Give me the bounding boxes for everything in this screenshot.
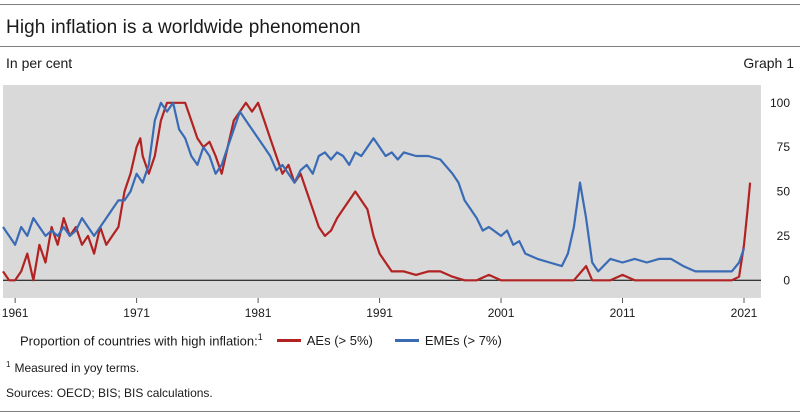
series-line-aes bbox=[2, 101, 752, 282]
x-tick-label: 1971 bbox=[123, 306, 150, 320]
y-tick-label: 0 bbox=[783, 273, 790, 287]
y-tick-label: 25 bbox=[777, 229, 791, 243]
bottom-rule bbox=[0, 411, 800, 412]
x-tick-label: 2001 bbox=[488, 306, 515, 320]
x-tick-label: 1991 bbox=[366, 306, 393, 320]
chart-title: High inflation is a worldwide phenomenon bbox=[6, 17, 361, 38]
legend-prefix: Proportion of countries with high inflat… bbox=[20, 332, 263, 349]
y-tick-label: 50 bbox=[777, 185, 791, 199]
y-tick-label: 100 bbox=[770, 96, 790, 110]
series-line-emes bbox=[2, 101, 746, 273]
legend-label-emes: EMEs (> 7%) bbox=[424, 332, 502, 348]
x-tick-label: 2011 bbox=[610, 306, 636, 320]
legend-item-emes: EMEs (> 7%) bbox=[394, 332, 502, 348]
footnote-text: Measured in yoy terms. bbox=[14, 361, 140, 375]
legend-swatch-emes bbox=[394, 338, 419, 342]
graph-number: Graph 1 bbox=[743, 55, 794, 71]
legend-label-aes: AEs (> 5%) bbox=[306, 332, 373, 348]
footnote-marker: 1 bbox=[6, 360, 11, 369]
footnote: 1 Measured in yoy terms. bbox=[6, 360, 139, 375]
sources: Sources: OECD; BIS; BIS calculations. bbox=[6, 386, 213, 400]
title-rule bbox=[0, 46, 800, 47]
legend-footnote-marker: 1 bbox=[257, 332, 263, 342]
x-tick-label: 2021 bbox=[731, 306, 758, 320]
x-tick-label: 1981 bbox=[245, 306, 272, 320]
plot-background bbox=[3, 85, 761, 298]
legend-item-aes: AEs (> 5%) bbox=[276, 332, 373, 348]
legend-swatch-aes bbox=[276, 338, 301, 342]
line-chart: 0 25 50 75 100 1961 1971 1981 1991 2001 2011 2021 bbox=[2, 85, 791, 320]
y-tick-label: 75 bbox=[777, 140, 791, 154]
top-rule bbox=[0, 4, 800, 5]
unit-label: In per cent bbox=[6, 55, 73, 71]
x-tick-label: 1961 bbox=[2, 306, 29, 320]
legend: Proportion of countries with high inflat… bbox=[20, 332, 502, 348]
